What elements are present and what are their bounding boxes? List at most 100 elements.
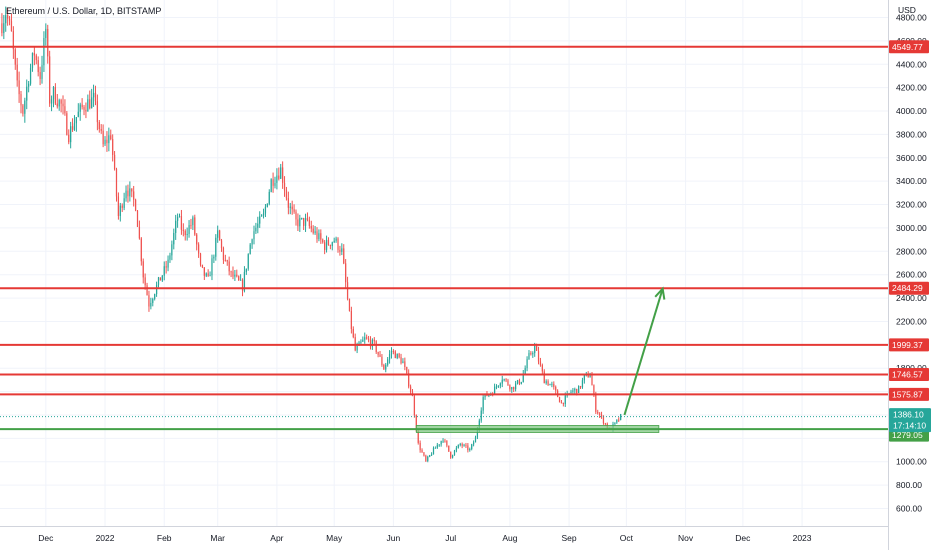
candle-body [304,218,307,226]
candle-body [520,381,522,384]
candle-body [427,456,429,461]
candle-body [251,239,253,245]
candle-body [432,447,435,455]
candle-body [115,169,118,197]
candle-body [570,391,572,394]
candle-body [226,260,228,262]
candle-body [37,60,39,73]
candle-body [228,261,230,272]
candle-body [375,341,377,352]
candle-body [301,217,303,219]
candle-body [112,139,114,155]
candle-body [89,99,91,109]
candle-body [75,117,78,124]
candle-body [152,298,154,303]
candle-body [203,267,205,276]
price-tick-label: 1000.00 [896,457,927,467]
candle-body [215,237,217,257]
candle-body [367,338,370,341]
candle-body [154,294,156,299]
candle-body [549,384,551,386]
candle-body [123,198,125,208]
candle-body [274,182,276,186]
candle-body [595,394,597,412]
candle-body [501,379,503,384]
price-tick-label: 4000.00 [896,106,927,116]
candle-body [29,68,32,84]
candle-body [620,414,622,420]
candle-body [222,248,225,260]
candle-body [1,23,3,34]
candle-body [493,386,496,395]
candle-body [366,337,368,339]
candle-body [480,410,482,421]
candle-body [243,271,246,291]
time-tick-label: Dec [735,533,751,543]
horizontal-levels [0,45,888,431]
candle-body [182,229,184,231]
candle-body [173,232,175,245]
time-axis[interactable]: Dec 2022 Feb Mar Apr May Jun Jul Aug Sep Oct Nov Dec… [0,526,888,550]
candle-body [423,452,425,456]
resistance-level-label: 2484.29 [892,283,923,293]
candle-body [259,216,261,224]
current-price-label-bg [889,408,931,433]
candle-body [463,444,465,446]
candle-body [482,397,484,411]
candle-body [455,447,458,451]
candle-body [478,420,480,430]
candle-body [232,271,234,277]
candle-body [217,230,219,238]
candle-body [505,379,507,381]
candle-body [22,105,24,114]
candle-body [98,122,100,130]
candle-body [49,56,51,104]
candle-body [94,92,97,102]
candle-body [459,443,461,445]
candle-body [516,380,519,384]
candle-body [539,361,542,366]
candle-body [81,104,83,108]
candle-body [266,203,268,207]
resistance-level-label-bg [889,367,929,381]
countdown-label: 17:14:10 [893,421,926,431]
chart-title: Ethereum / U.S. Dollar, 1D, BITSTAMP [6,6,162,16]
candle-body [213,256,215,259]
candle-body [555,386,557,391]
candle-body [39,72,41,79]
projection-arrow-head [654,286,666,300]
candle-body [558,397,561,403]
candle-body [425,455,427,461]
candle-body [574,388,576,391]
candle-body [408,373,410,387]
candle-body [327,239,330,245]
candle-body [528,353,530,360]
candle-body [102,130,104,145]
current-price-label: 1386.10 [893,410,924,420]
candle-body [293,209,295,212]
support-level-label: 1279.05 [892,430,923,440]
candle-body [280,167,282,179]
candle-body [247,254,249,269]
candle-body [77,111,79,118]
candle-body [303,217,305,226]
candle-body [356,345,358,351]
candle-body [497,385,500,387]
time-tick-label: 2023 [793,533,812,543]
candle-body [350,311,353,329]
candle-body [553,383,555,387]
candle-body [163,266,165,276]
candle-body [253,231,255,240]
projection-arrow [623,288,664,416]
candle-body [283,182,286,191]
price-axis[interactable]: USD600.00800.001000.001200.001400.001600… [888,0,932,550]
candle-body [31,52,34,69]
candle-body [599,413,601,415]
candle-body [413,396,416,416]
candle-body [211,258,213,276]
candle-body [113,154,116,170]
currency-label: USD [898,5,916,15]
candle-body [68,134,70,143]
